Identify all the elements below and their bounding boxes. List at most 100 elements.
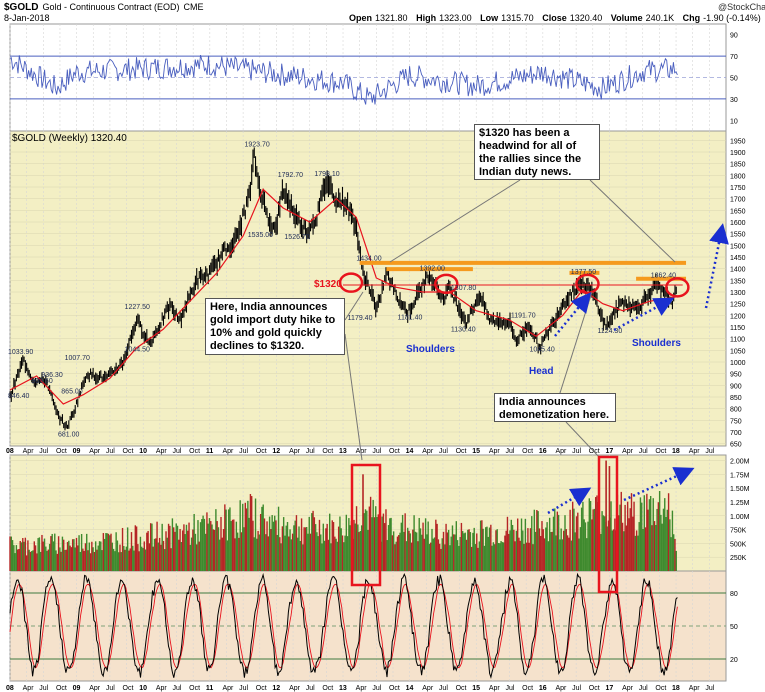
price-label: 865.00	[61, 389, 83, 396]
volume-bar	[297, 537, 299, 571]
volume-bar	[387, 525, 390, 571]
x-tick-label-top: Apr	[422, 448, 434, 455]
volume-bar	[606, 526, 608, 571]
volume-bar	[39, 551, 42, 571]
volume-bar	[612, 529, 615, 571]
volume-bar	[78, 535, 80, 571]
volume-bar	[531, 516, 533, 571]
volume-bar	[156, 521, 158, 571]
volume-bar	[359, 530, 362, 571]
volume-bar	[449, 545, 451, 571]
x-tick-label-bottom: Apr	[555, 685, 567, 692]
price-label: 1798.10	[314, 171, 339, 178]
volume-bar	[566, 535, 569, 571]
volume-bar	[281, 526, 284, 571]
volume-bar	[463, 533, 465, 571]
volume-bar	[545, 527, 547, 571]
x-tick-label-bottom: Oct	[56, 685, 67, 692]
volume-bar	[274, 515, 276, 571]
volume-bar	[33, 541, 35, 571]
x-tick-label-top: Jul	[639, 448, 648, 455]
x-tick-label-top: Oct	[189, 448, 200, 455]
volume-bar	[258, 534, 261, 571]
volume-bar	[667, 493, 670, 571]
volume-bar	[114, 551, 116, 571]
volume-bar	[660, 514, 662, 571]
volume-bar	[211, 524, 213, 571]
volume-bar	[638, 522, 640, 571]
volume-bar	[583, 519, 585, 571]
volume-bar	[569, 509, 571, 571]
volume-bar	[158, 537, 161, 571]
volume-bar	[336, 541, 339, 571]
volume-bar	[344, 535, 346, 571]
volume-bar	[321, 543, 323, 571]
volume-bar	[447, 529, 450, 571]
open-label: Open	[349, 13, 372, 23]
volume-bar	[458, 545, 460, 571]
volume-bar	[222, 529, 225, 571]
x-tick-label-bottom: Jul	[106, 685, 115, 692]
volume-bar	[116, 540, 119, 571]
volume-bar	[527, 528, 529, 571]
price-label: 1124.30	[597, 328, 622, 335]
x-tick-label-bottom: Jul	[173, 685, 182, 692]
volume-bar	[313, 517, 316, 571]
india-duty-callout: Here, India announces gold import duty h…	[205, 298, 345, 355]
x-tick-label-bottom: Oct	[256, 685, 267, 692]
volume-bar	[435, 519, 437, 571]
volume-bar	[501, 542, 504, 571]
rsi-y-tick: 30	[730, 97, 738, 104]
volume-bar	[528, 542, 530, 571]
rsi-y-tick: 70	[730, 54, 738, 61]
volume-bar	[602, 515, 605, 571]
volume-bar	[107, 533, 110, 571]
volume-bar	[330, 543, 332, 571]
price-y-tick: 1650	[730, 208, 746, 215]
volume-bar	[51, 533, 53, 571]
x-tick-label-top: Oct	[256, 448, 267, 455]
volume-bar	[172, 527, 175, 571]
volume-bar	[111, 542, 114, 571]
volume-bar	[43, 538, 46, 571]
volume-bar	[28, 549, 30, 571]
volume-bar	[529, 528, 532, 571]
x-tick-label-top: Apr	[689, 448, 701, 455]
high-value: 1323.00	[439, 13, 472, 23]
price-label: 1362.40	[651, 272, 676, 279]
volume-bar	[488, 527, 491, 571]
volume-bar	[520, 518, 523, 571]
volume-bar	[331, 520, 333, 571]
x-tick-label-bottom: Jul	[239, 685, 248, 692]
volume-bar	[60, 551, 62, 571]
volume-bar	[147, 530, 149, 571]
volume-bar	[257, 530, 259, 571]
volume-bar	[492, 542, 495, 571]
volume-bar	[391, 535, 394, 571]
volume-bar	[548, 517, 551, 571]
volume-bar	[146, 532, 148, 571]
volume-bar	[170, 548, 172, 571]
price-label: 1434.00	[356, 256, 381, 263]
volume-bar	[625, 525, 628, 571]
x-tick-label-bottom: 15	[472, 685, 480, 692]
volume-y-tick: 500K	[730, 541, 747, 548]
volume-bar	[231, 519, 234, 571]
volume-bar	[664, 498, 666, 571]
volume-bar	[399, 532, 401, 571]
volume-bar	[573, 508, 575, 571]
volume-bar	[204, 533, 207, 571]
volume-bar	[586, 538, 588, 571]
x-tick-label-bottom: Apr	[489, 685, 501, 692]
price-y-tick: 1950	[730, 138, 746, 145]
volume-bar	[358, 532, 360, 571]
volume-bar	[486, 526, 488, 571]
volume-bar	[557, 514, 560, 571]
volume-bar	[134, 525, 137, 571]
ohlc-readout: Open 1321.80 High 1323.00 Low 1315.70 Close…	[349, 13, 761, 23]
price-y-tick: 1150	[730, 325, 745, 332]
volume-bar	[430, 542, 432, 571]
volume-bar	[540, 535, 542, 571]
volume-bar	[234, 538, 236, 571]
volume-bar	[230, 521, 232, 571]
